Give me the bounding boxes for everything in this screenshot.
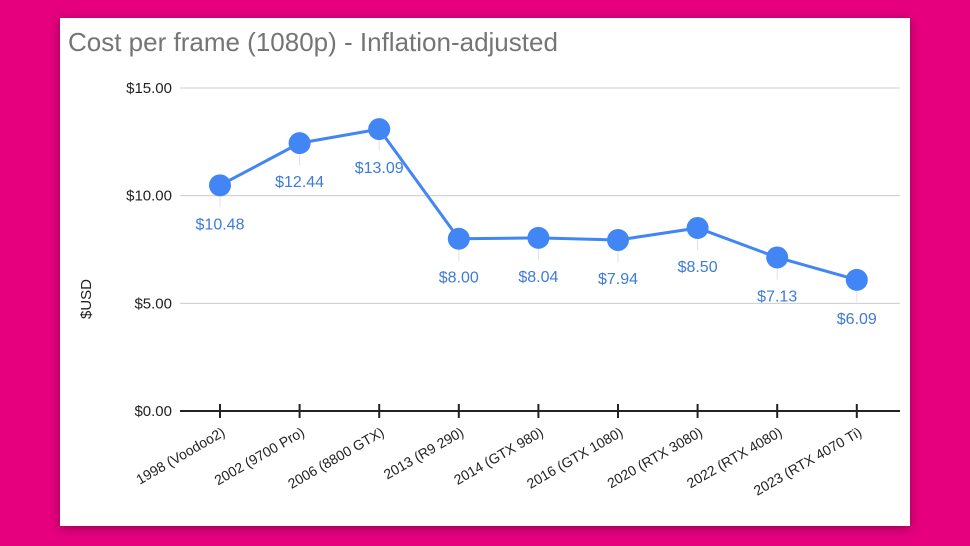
- chart-card: Cost per frame (1080p) - Inflation-adjus…: [60, 18, 910, 526]
- gridlines: [180, 87, 900, 304]
- data-labels: $10.48 $12.44 $13.09 $8.00 $8.04 $7.94 $8.50 $7…: [196, 140, 877, 328]
- data-label: $12.44: [275, 174, 324, 191]
- data-point: [368, 118, 391, 141]
- data-label: $7.13: [757, 288, 797, 305]
- data-point: [209, 174, 231, 197]
- data-label: $6.09: [837, 311, 877, 328]
- data-point: [686, 216, 709, 239]
- data-label: $8.00: [439, 270, 479, 287]
- data-label: $8.04: [518, 269, 558, 286]
- line-chart: Cost per frame (1080p) - Inflation-adjus…: [68, 27, 900, 499]
- y-axis-ticks: $0.00 $5.00 $10.00 $15.00: [126, 80, 172, 420]
- x-axis-ticks: 1998 (Voodoo2)2002 (9700 Pro)2006 (8800 …: [133, 404, 864, 499]
- data-label: $8.50: [678, 259, 718, 276]
- data-label: $10.48: [196, 216, 245, 233]
- data-point: [766, 246, 789, 269]
- data-point: [607, 229, 629, 252]
- chart-title: Cost per frame (1080p) - Inflation-adjus…: [68, 27, 558, 57]
- data-point: [527, 226, 550, 249]
- data-label: $13.09: [355, 160, 404, 177]
- data-label: $7.94: [598, 271, 638, 288]
- y-tick-label: $5.00: [134, 295, 172, 312]
- data-point: [288, 132, 311, 155]
- data-point: [845, 268, 868, 291]
- y-axis-label: $USD: [78, 279, 95, 319]
- y-tick-label: $10.00: [126, 188, 172, 205]
- y-tick-label: $0.00: [134, 403, 172, 420]
- y-tick-label: $15.00: [126, 80, 172, 97]
- data-point: [447, 227, 470, 250]
- series-cost-per-frame: [209, 118, 868, 291]
